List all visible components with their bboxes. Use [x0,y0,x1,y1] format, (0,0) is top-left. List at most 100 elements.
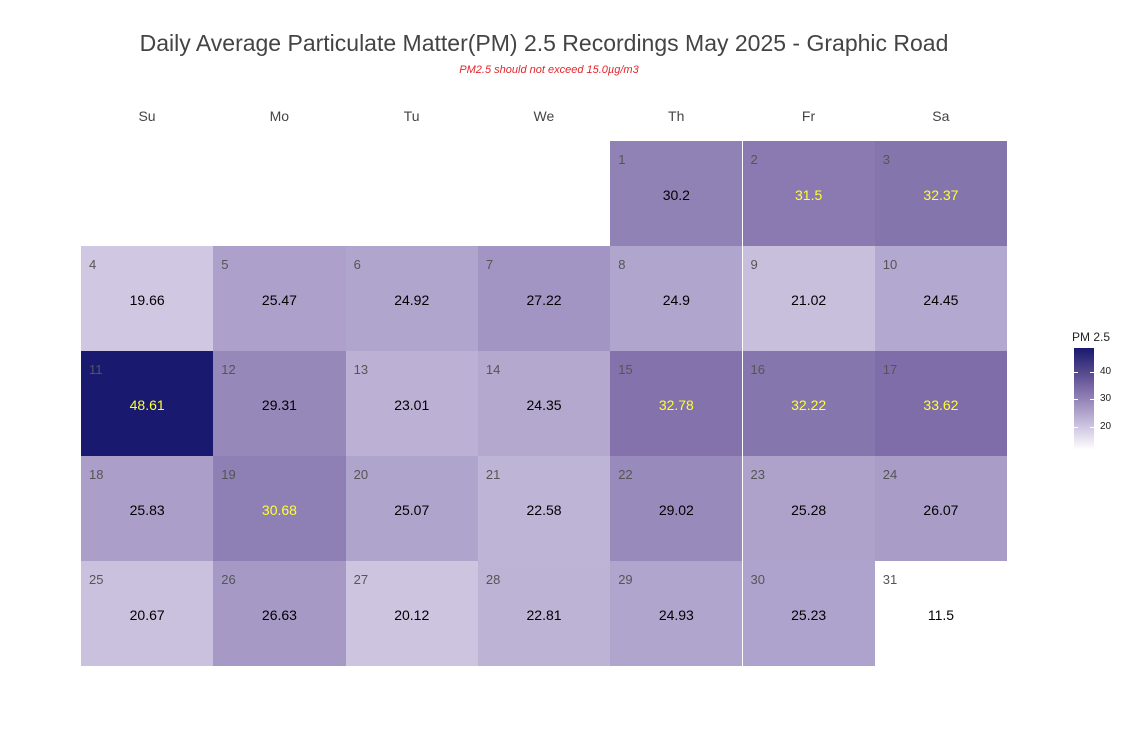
day-number: 19 [221,467,236,482]
day-number: 21 [485,467,501,482]
day-number: 27 [353,572,369,587]
pm25-value-label: 20.67 [129,607,165,623]
day-number: 17 [882,362,898,377]
day-number: 7 [485,257,494,272]
weekday-label-sa: Sa [932,108,950,124]
pm25-value-label: 30.2 [662,187,690,203]
pm25-value-label: 33.62 [923,397,959,413]
pm25-value-label: 25.83 [129,502,165,518]
calendar-tile-day-4: 4 19.66 [81,246,214,351]
calendar-tile-day-18: 18 25.83 [81,456,214,561]
day-number: 5 [221,257,229,272]
pm25-value-label: 48.61 [129,397,165,413]
calendar-tile-day-17: 17 33.62 [874,351,1008,456]
calendar-tile-day-14: 14 24.35 [477,351,611,456]
day-number: 11 [89,362,103,377]
day-number: 26 [221,572,236,587]
pm25-value-label: 11.5 [927,607,955,623]
day-number: 6 [353,257,361,272]
pm25-value-label: 27.22 [526,292,562,308]
calendar-tile-day-24: 24 26.07 [874,456,1008,561]
legend-tick-label: 30 [1100,393,1112,405]
pm25-value-label: 25.23 [791,607,827,623]
calendar-tile-day-19: 19 30.68 [213,456,346,561]
calendar-tile-day-22: 22 29.02 [610,456,743,561]
calendar-tile-day-6: 6 24.92 [345,246,478,351]
day-number: 10 [882,257,898,272]
day-number: 23 [750,467,765,482]
legend-title: PM 2.5 [1072,330,1111,344]
calendar-tile-day-8: 8 24.9 [610,246,743,351]
pm25-value-label: 24.45 [923,292,959,308]
chart-title: Daily Average Particulate Matter(PM) 2.5… [139,30,949,56]
calendar-tile-day-15: 15 32.78 [610,351,743,456]
calendar-tile-day-1: 1 30.2 [610,141,743,246]
calendar-tile-day-5: 5 25.47 [213,246,346,351]
pm25-value-label: 22.58 [526,502,562,518]
calendar-tile-day-13: 13 23.01 [345,351,478,456]
calendar-tile-day-31: 31 11.5 [874,561,1008,666]
pm25-value-label: 32.22 [791,397,827,413]
day-number: 22 [618,467,633,482]
pm25-value-label: 21.02 [791,292,827,308]
legend-tick-label: 40 [1100,365,1112,377]
pm25-value-label: 29.02 [658,502,694,518]
day-number: 2 [750,152,758,167]
weekday-label-mo: Mo [269,108,290,124]
pm25-value-label: 24.35 [526,397,562,413]
legend-tick-mark [1074,371,1094,373]
calendar-tile-day-11: 11 48.61 [81,351,214,456]
calendar-tile-day-29: 29 24.93 [610,561,743,666]
pm25-value-label: 31.5 [795,187,823,203]
pm25-value-label: 23.01 [394,397,430,413]
legend-tick-mark [1074,399,1094,401]
day-number: 1 [618,152,626,167]
calendar-tile-day-7: 7 27.22 [477,246,611,351]
calendar-tile-day-21: 21 22.58 [477,456,611,561]
day-number: 31 [882,572,898,587]
pm25-value-label: 24.92 [394,292,430,308]
calendar-tile-day-25: 25 20.67 [81,561,214,666]
day-number: 25 [89,572,104,587]
calendar-tile-day-20: 20 25.07 [345,456,478,561]
weekday-label-su: Su [138,108,156,124]
pm25-value-label: 24.9 [662,292,690,308]
pm25-value-label: 25.47 [261,292,297,308]
day-number: 20 [353,467,369,482]
pm25-value-label: 32.78 [658,397,694,413]
weekday-label-we: We [533,108,555,124]
pm25-value-label: 26.63 [261,607,297,623]
calendar-tile-day-16: 16 32.22 [742,351,875,456]
calendar-tile-day-9: 9 21.02 [742,246,875,351]
pm25-value-label: 20.12 [394,607,430,623]
calendar-tile-day-2: 2 31.5 [742,141,875,246]
weekday-label-fr: Fr [801,108,816,124]
legend-tick-label: 20 [1100,420,1112,432]
chart-subtitle: PM2.5 should not exceed 15.0µg/m3 [459,64,639,76]
calendar-tile-day-12: 12 29.31 [213,351,346,456]
pm25-value-label: 30.68 [261,502,297,518]
pm25-value-label: 24.93 [658,607,694,623]
calendar-tile-day-10: 10 24.45 [874,246,1008,351]
day-number: 18 [89,467,104,482]
day-number: 4 [89,257,97,272]
pm25-value-label: 25.07 [394,502,430,518]
calendar-tile-day-26: 26 26.63 [213,561,346,666]
day-number: 8 [618,257,626,272]
legend-color-bar [1074,348,1094,450]
day-number: 28 [485,572,501,587]
day-number: 15 [618,362,633,377]
day-number: 29 [618,572,633,587]
day-number: 9 [750,257,758,272]
legend-tick-mark [1074,426,1094,428]
calendar-tile-day-30: 30 25.23 [742,561,875,666]
weekday-label-th: Th [668,108,685,124]
calendar-tile-day-28: 28 22.81 [477,561,611,666]
day-number: 3 [882,152,891,167]
pm25-value-label: 29.31 [261,397,297,413]
day-number: 24 [882,467,898,482]
pm25-value-label: 19.66 [129,292,165,308]
weekday-label-tu: Tu [403,108,420,124]
pm25-value-label: 32.37 [923,187,959,203]
day-number: 30 [750,572,765,587]
